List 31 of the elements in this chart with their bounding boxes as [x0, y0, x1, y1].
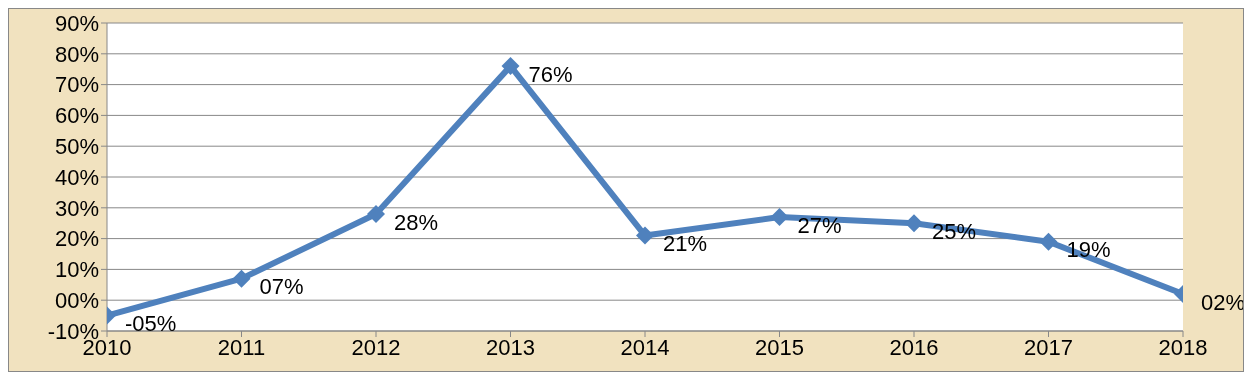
y-tick-label: 60%	[54, 103, 99, 129]
data-label: 21%	[663, 231, 708, 257]
x-tick-label: 2017	[1024, 334, 1073, 360]
point	[636, 226, 654, 245]
data-label: 76%	[528, 61, 573, 87]
y-tick-label: 10%	[54, 257, 99, 283]
y-tick-label: 50%	[54, 134, 99, 160]
point	[232, 269, 251, 288]
x-tick-label: 2014	[620, 334, 670, 360]
data-label: 19%	[1066, 237, 1111, 263]
point	[367, 204, 385, 223]
point	[1039, 232, 1058, 251]
x-tick-label: 2016	[889, 334, 939, 360]
data-label: 07%	[259, 274, 304, 300]
x-tick-label: 2018	[1158, 334, 1208, 360]
y-tick-label: 90%	[54, 10, 99, 36]
x-tick-label: 2013	[486, 334, 535, 360]
point	[905, 214, 923, 233]
y-tick-label: 00%	[54, 288, 99, 314]
data-label: 28%	[394, 209, 439, 235]
x-tick-label: 2012	[351, 334, 401, 360]
x-tick-label: 2011	[217, 334, 266, 360]
y-tick-label: 80%	[54, 41, 99, 67]
point	[501, 57, 520, 76]
point	[770, 208, 789, 227]
y-tick-label: 40%	[54, 164, 99, 190]
data-label: -05%	[125, 311, 177, 337]
y-tick-label: 20%	[54, 226, 99, 252]
x-tick-label: 2015	[755, 334, 804, 360]
y-tick-label: 30%	[54, 195, 99, 221]
y-tick-label: 70%	[54, 72, 99, 98]
